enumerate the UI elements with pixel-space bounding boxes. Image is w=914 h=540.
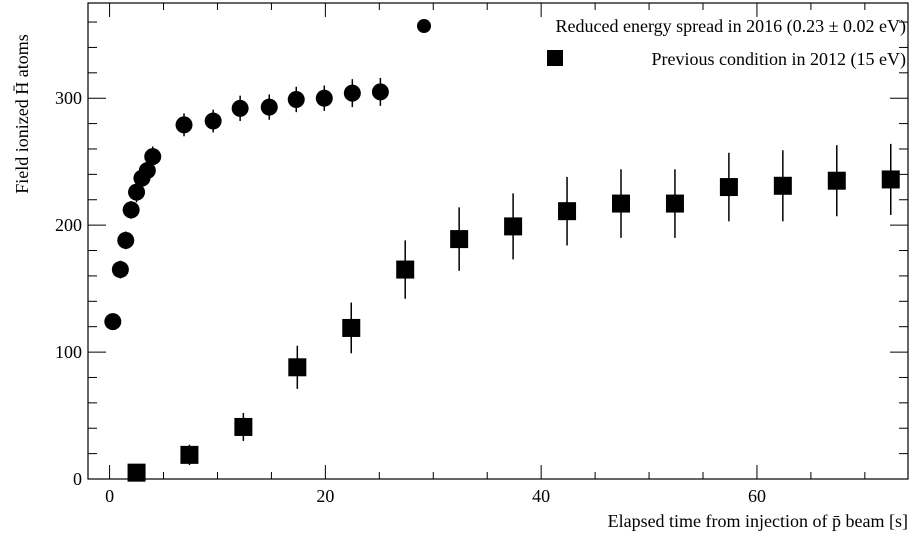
y-tick-label: 200	[55, 215, 82, 235]
x-tick-label: 40	[532, 486, 550, 506]
data-point-circle	[315, 89, 333, 107]
data-point-circle	[122, 201, 140, 219]
data-point-circle	[138, 162, 156, 180]
x-tick-label: 60	[748, 486, 766, 506]
data-point-square	[342, 318, 361, 337]
data-point-square	[881, 170, 900, 189]
legend-marker-circle	[417, 19, 431, 33]
data-point-square	[719, 178, 738, 197]
y-axis: 0 100 200 300	[55, 21, 908, 489]
x-tick-label: 0	[105, 486, 114, 506]
data-point-square	[234, 417, 253, 436]
data-point-square	[665, 194, 684, 213]
data-point-circle	[144, 148, 162, 166]
data-point-square	[612, 194, 630, 213]
plot-frame	[87, 2, 909, 480]
data-point-square	[827, 171, 846, 190]
data-point-circle	[104, 313, 122, 331]
data-point-circle	[260, 98, 278, 116]
x-tick-label: 20	[316, 486, 334, 506]
x-axis: 0 20 40 60	[105, 3, 866, 506]
data-point-square	[396, 260, 415, 279]
data-point-square	[773, 176, 792, 195]
data-point-square	[288, 358, 307, 377]
y-tick-label: 100	[55, 342, 82, 362]
data-series	[104, 77, 900, 482]
data-point-square	[450, 230, 469, 249]
series-1	[104, 77, 389, 331]
data-point-circle	[343, 84, 361, 102]
data-point-square	[180, 445, 199, 464]
data-point-square	[504, 217, 523, 236]
y-tick-label: 300	[55, 88, 82, 108]
x-axis-label: Elapsed time from injection of p̄ beam […	[608, 511, 908, 531]
legend: Reduced energy spread in 2016 (0.23 ± 0.…	[417, 16, 906, 70]
data-point-circle	[287, 90, 305, 108]
legend-label-2016: Reduced energy spread in 2016 (0.23 ± 0.…	[556, 16, 906, 37]
data-point-circle	[204, 112, 222, 130]
data-point-circle	[128, 183, 146, 201]
data-point-square	[558, 202, 577, 221]
data-point-circle	[111, 261, 129, 279]
data-point-circle	[117, 231, 135, 249]
series-2	[127, 143, 900, 482]
legend-label-2012: Previous condition in 2012 (15 eV)	[652, 49, 906, 70]
y-tick-label: 0	[73, 469, 82, 489]
data-point-circle	[231, 99, 249, 117]
legend-marker-square	[547, 50, 563, 66]
data-point-circle	[371, 83, 389, 101]
data-point-square	[127, 463, 146, 482]
data-point-circle	[175, 116, 193, 134]
y-axis-label: Field ionized H̄ atoms	[12, 34, 32, 193]
